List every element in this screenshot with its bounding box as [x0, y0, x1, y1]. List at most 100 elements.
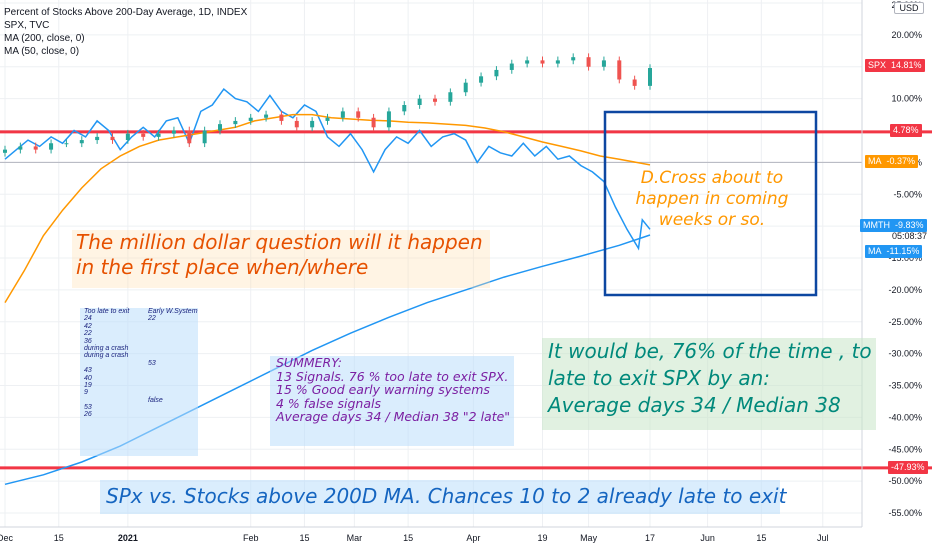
candle-body	[648, 68, 652, 86]
y-tick-label: -15.00%	[888, 253, 922, 263]
candle-body	[509, 63, 514, 70]
table-header-early: Early W.System	[148, 308, 198, 315]
table-cell-late: during a crash	[84, 352, 129, 360]
y-tick-label: -50.00%	[888, 476, 922, 486]
candle-body	[540, 60, 545, 64]
table-cell-early: 53	[148, 359, 156, 367]
summery-line-2: 13 Signals. 76 % too late to exit SPX.	[276, 368, 509, 384]
summery-note: SUMMERY: 13 Signals. 76 % too late to ex…	[270, 356, 514, 446]
table-row: 40	[80, 375, 198, 382]
million-line-2: in the first place when/where	[76, 255, 369, 279]
candle-body	[386, 111, 391, 128]
x-tick-label: 15	[299, 533, 309, 543]
table-row: 26	[80, 411, 198, 418]
y-tick-label: 10.00%	[891, 94, 922, 104]
candle-body	[632, 79, 637, 86]
legend-ma-200[interactable]: MA (200, close, 0)	[4, 33, 85, 44]
candle-body	[233, 120, 238, 125]
mmth-price-tag[interactable]: MMTH -9.83%	[860, 219, 927, 232]
table-cell-early: 22	[148, 315, 156, 323]
x-tick-label: 15	[54, 533, 64, 543]
table-cell-late: 43	[84, 367, 92, 375]
summery-line-4: 4 % false signals	[276, 395, 381, 411]
candle-body	[64, 143, 69, 145]
table-row: 9	[80, 389, 198, 396]
table-cell-late: during a crash	[84, 344, 129, 352]
y-tick-label: 20.00%	[891, 30, 922, 40]
ma50-tag-label: MA	[868, 156, 882, 166]
death-cross-note: D.Cross about to happen in coming weeks …	[612, 168, 812, 231]
table-row: during a crash	[80, 345, 198, 352]
green-line-2: late to exit SPX by an:	[548, 366, 771, 390]
ma200-price-tag[interactable]: MA -11.15%	[865, 245, 923, 258]
candle-body	[402, 105, 407, 112]
spx-price-tag[interactable]: SPX 14.81%	[865, 59, 925, 72]
x-tick-label: 17	[645, 533, 655, 543]
y-tick-label: -40.00%	[888, 412, 922, 422]
candle-body	[264, 114, 269, 118]
candle-body	[617, 60, 622, 80]
highlight-box	[603, 110, 818, 297]
candle-body	[555, 60, 560, 64]
table-row: 43	[80, 367, 198, 374]
y-axis-ticks: 20.00%15.00%10.00%5.00%0.00%-5.00%-10.00…	[888, 0, 922, 518]
table-cell-late: 53	[84, 404, 92, 412]
table-header-late: Too late to exit	[84, 308, 130, 315]
spx-tag-value: 14.81%	[891, 60, 922, 70]
summery-line-5: Average days 34 / Median 38 "2 late"	[276, 409, 511, 425]
candle-body	[3, 149, 7, 153]
candle-body	[79, 140, 84, 144]
hline-47-93-tag[interactable]: -47.93%	[888, 461, 928, 474]
summery-line-3: 15 % Good early warning systems	[276, 382, 490, 398]
hline-4-78-tag[interactable]: 4.78%	[890, 124, 922, 137]
x-axis-ticks: Dec 15 2021 Feb 15 Mar 15 Apr 19 May 17 Jun 15 Jul	[0, 533, 829, 543]
candle-body	[110, 136, 115, 141]
table-row: 53	[80, 404, 198, 411]
table-rows: 24 22 42 22 36 during a crash during a crash 53…	[80, 315, 198, 418]
table-cell-late: 22	[84, 330, 92, 338]
signal-table-note: Too late to exit Early W.System 24 22 42 22…	[80, 308, 198, 456]
candle-body	[33, 146, 38, 150]
candle-body	[171, 130, 176, 134]
currency-label[interactable]: USD	[894, 2, 924, 14]
legend-ma-50[interactable]: MA (50, close, 0)	[4, 46, 80, 57]
legend-spx[interactable]: SPX, TVC	[4, 20, 50, 31]
green-line-1: It would be, 76% of the time , to	[548, 339, 872, 363]
x-tick-label: 15	[403, 533, 413, 543]
candle-body	[525, 60, 530, 64]
dcross-line-1: D.Cross about to	[640, 168, 784, 188]
x-tick-label: Jun	[700, 533, 715, 543]
table-cell-late: 24	[84, 315, 92, 323]
chart-legend: Percent of Stocks Above 200-Day Average,…	[4, 6, 247, 58]
dcross-line-3: weeks or so.	[658, 210, 766, 230]
candle-body	[202, 130, 207, 144]
table-cell-late: 42	[84, 322, 92, 330]
table-row: 36	[80, 338, 198, 345]
x-tick-label: 15	[756, 533, 766, 543]
table-row: false	[80, 397, 198, 404]
green-line-3: Average days 34 / Median 38	[548, 393, 841, 417]
ma200-tag-label: MA	[868, 246, 882, 256]
candle-body	[433, 98, 437, 102]
ma50-price-tag[interactable]: MA -0.37%	[865, 155, 919, 168]
candle-body	[417, 98, 422, 105]
spx-candles	[3, 53, 652, 157]
candle-body	[49, 143, 54, 150]
table-cell-late: 26	[84, 411, 92, 419]
candle-body	[494, 69, 499, 77]
candle-body	[310, 120, 315, 128]
ma200-tag-value: -11.15%	[886, 246, 920, 256]
million-question-note: The million dollar question will it happ…	[72, 230, 490, 288]
candle-body	[463, 82, 468, 93]
table-cell-early: false	[148, 396, 163, 404]
candle-body	[141, 133, 146, 137]
table-cell-late: 9	[84, 389, 88, 397]
candle-body	[479, 76, 484, 83]
table-row: 53	[80, 360, 198, 367]
bar-countdown: 05:08:37	[892, 231, 928, 241]
table-row: 24 22	[80, 315, 198, 322]
candle-body	[125, 133, 130, 141]
horizontal-red-lines	[0, 130, 932, 470]
candle-body	[279, 114, 284, 121]
candle-body	[356, 111, 361, 118]
